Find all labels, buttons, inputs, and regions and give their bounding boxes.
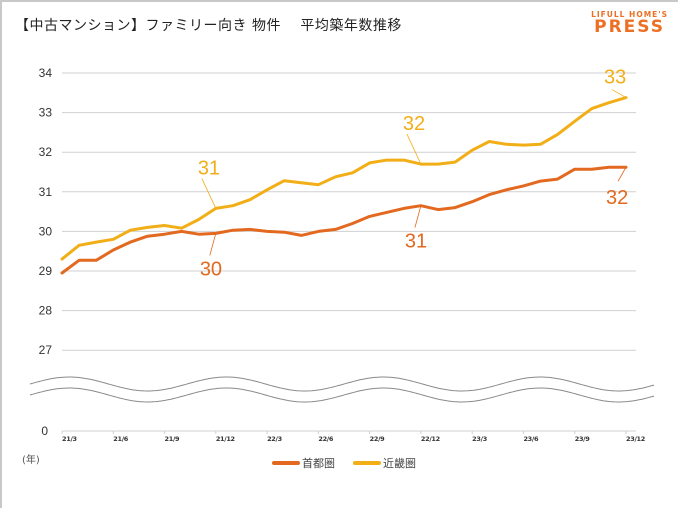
x-tick-label: 23/12 [626, 435, 645, 443]
x-tick-label: 21/9 [165, 435, 181, 443]
annotation-leader [201, 178, 217, 209]
x-tick-label: 21/3 [62, 435, 77, 443]
data-label: 31 [405, 231, 427, 253]
annotation-leader [617, 167, 627, 182]
x-tick-label: 21/12 [216, 435, 235, 443]
brand-logo: LIFULL HOME'S PRESS [591, 10, 668, 36]
annotation-leader [611, 89, 627, 98]
y-tick-label: 34 [39, 66, 53, 80]
data-label: 30 [200, 258, 222, 280]
y-tick-label: 31 [39, 185, 53, 199]
axis-break-wave [29, 387, 655, 403]
series-line-kinki [60, 96, 628, 261]
legend-swatch-kinki [353, 461, 381, 465]
y-tick-label: 30 [39, 224, 53, 238]
y-tick-label: 27 [39, 343, 53, 357]
annotation-leader [209, 233, 217, 256]
x-tick-label: 22/6 [318, 435, 334, 443]
y-tick-label: 32 [39, 145, 53, 159]
legend-item-shutoken: 首都圏 [272, 455, 335, 471]
brand-logo-bottom: PRESS [594, 17, 665, 37]
brand-logo-top: LIFULL HOME'S [591, 10, 668, 19]
data-label: 31 [198, 157, 220, 179]
legend-label-shutoken: 首都圏 [302, 457, 335, 470]
legend-item-kinki: 近畿圏 [353, 455, 416, 471]
y-axis-unit: (年) [22, 455, 40, 466]
annotation-leader [414, 205, 422, 228]
data-label: 32 [403, 113, 425, 135]
data-label: 32 [606, 187, 628, 209]
y-tick-label: 28 [39, 304, 53, 318]
y-tick-label: 0 [41, 424, 48, 438]
x-tick-label: 22/3 [267, 435, 282, 443]
series-line-shutoken [60, 165, 628, 275]
chart-title: 【中古マンション】ファミリー向き 物件 平均築年数推移 [15, 18, 402, 34]
legend: 首都圏 近畿圏 [272, 455, 434, 471]
y-tick-label: 33 [39, 106, 53, 120]
x-tick-label: 23/6 [523, 435, 539, 443]
x-tick-label: 22/9 [370, 435, 386, 443]
x-tick-label: 23/3 [472, 435, 487, 443]
y-tick-label: 29 [39, 264, 53, 278]
x-tick-label: 21/6 [113, 435, 129, 443]
data-label: 33 [604, 67, 626, 89]
annotation-leader [406, 133, 422, 165]
legend-swatch-shutoken [272, 461, 300, 465]
legend-label-kinki: 近畿圏 [383, 457, 416, 470]
x-tick-label: 22/12 [421, 435, 440, 443]
axis-break-wave [29, 376, 655, 392]
x-tick-label: 23/9 [575, 435, 591, 443]
